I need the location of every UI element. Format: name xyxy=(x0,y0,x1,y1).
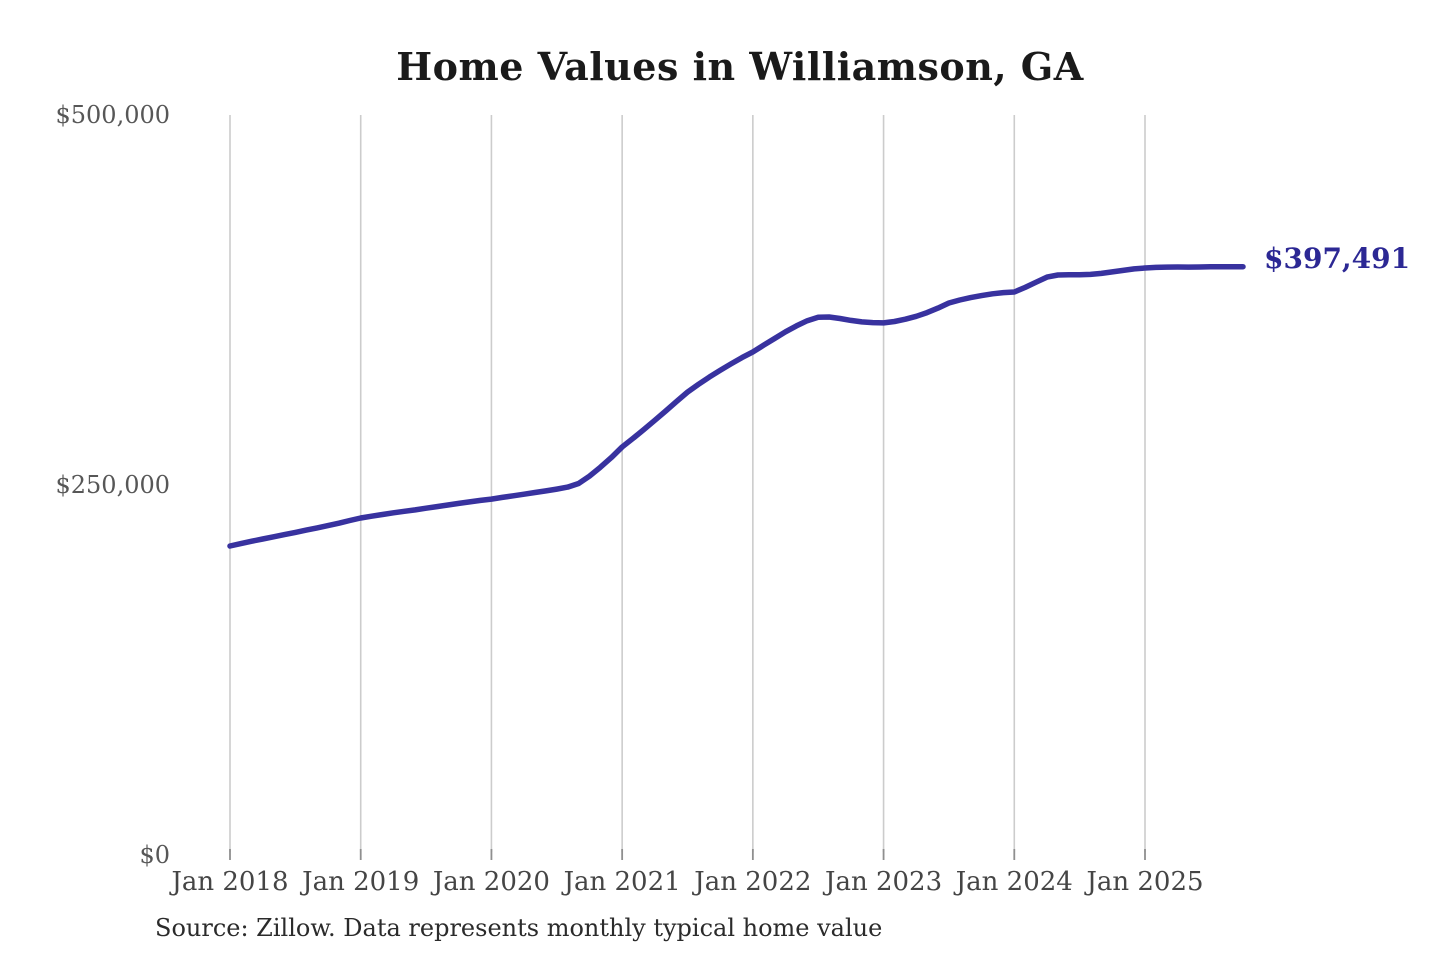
x-axis-tick-label: Jan 2024 xyxy=(953,867,1073,897)
x-axis-tick-label: Jan 2018 xyxy=(168,867,288,897)
latest-value-label: $397,491 xyxy=(1264,242,1411,275)
x-axis-tick-label: Jan 2021 xyxy=(561,867,681,897)
y-axis-tick-label: $250,000 xyxy=(55,471,170,499)
x-axis-tick-label: Jan 2023 xyxy=(822,867,942,897)
y-axis-tick-label: $0 xyxy=(139,841,170,869)
x-axis-tick-label: Jan 2020 xyxy=(430,867,550,897)
home-value-series-line xyxy=(227,263,1246,549)
x-axis-tick-label: Jan 2019 xyxy=(299,867,419,897)
y-axis-tick-label: $500,000 xyxy=(55,101,170,129)
x-axis-tick-label: Jan 2022 xyxy=(691,867,811,897)
chart-title: Home Values in Williamson, GA xyxy=(396,44,1084,89)
x-axis-tick-label: Jan 2025 xyxy=(1083,867,1203,897)
source-note: Source: Zillow. Data represents monthly … xyxy=(155,914,883,942)
